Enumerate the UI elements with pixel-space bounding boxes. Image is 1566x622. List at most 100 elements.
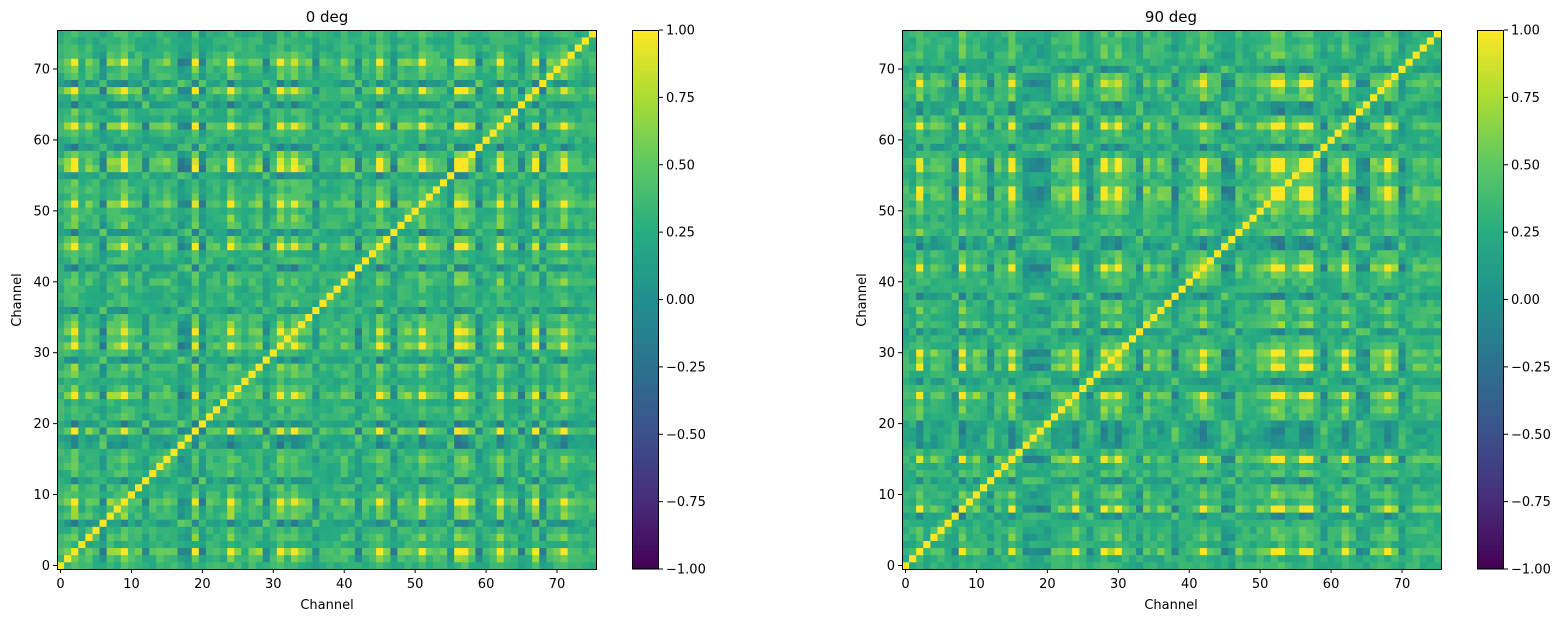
- heatmap-cell: [184, 526, 193, 534]
- heatmap-cell: [163, 384, 171, 393]
- heatmap-cell: [198, 100, 207, 109]
- heatmap-cell: [184, 306, 193, 315]
- heatmap-cell: [298, 108, 306, 116]
- heatmap-cell: [198, 505, 207, 513]
- heatmap-cell: [85, 363, 93, 371]
- heatmap-cell: [383, 115, 391, 123]
- heatmap-cell: [454, 207, 462, 215]
- heatmap-cell: [354, 405, 363, 414]
- heatmap-cell: [354, 490, 363, 499]
- heatmap-cell: [241, 264, 249, 272]
- heatmap-cell: [326, 490, 334, 499]
- heatmap-cell: [57, 306, 65, 315]
- heatmap-cell: [333, 540, 342, 549]
- heatmap-cell: [496, 469, 505, 478]
- heatmap-cell: [198, 483, 207, 492]
- heatmap-cell: [205, 490, 214, 499]
- heatmap-cell: [383, 519, 391, 527]
- heatmap-cell: [496, 441, 505, 449]
- heatmap-cell: [149, 420, 157, 428]
- heatmap-cell: [71, 334, 79, 343]
- heatmap-cell: [127, 306, 136, 315]
- heatmap-cell: [390, 498, 398, 506]
- heatmap-cell: [503, 412, 512, 421]
- heatmap-cell: [135, 554, 143, 563]
- heatmap-cell: [85, 249, 93, 258]
- heatmap-cell: [489, 526, 498, 534]
- heatmap-cell: [78, 512, 86, 520]
- heatmap-cell: [156, 462, 164, 471]
- heatmap-cell: [376, 334, 384, 343]
- heatmap-cell: [383, 285, 391, 293]
- heatmap-cell: [560, 498, 568, 506]
- heatmap-cell: [574, 384, 583, 393]
- heatmap-cell: [163, 271, 171, 279]
- heatmap-cell: [241, 129, 249, 137]
- heatmap-cell: [418, 115, 427, 123]
- heatmap-cell: [376, 356, 384, 364]
- heatmap-cell: [170, 299, 178, 307]
- heatmap-cell: [482, 193, 490, 201]
- heatmap-cell: [482, 256, 490, 265]
- heatmap-cell: [539, 391, 547, 400]
- heatmap-cell: [546, 249, 554, 258]
- heatmap-cell: [447, 178, 455, 187]
- heatmap-cell: [482, 356, 490, 364]
- heatmap-cell: [149, 455, 157, 463]
- heatmap-cell: [447, 115, 455, 123]
- heatmap-cell: [177, 455, 186, 463]
- heatmap-cell: [262, 108, 271, 116]
- heatmap-cell: [248, 554, 256, 563]
- heatmap-cell: [361, 228, 370, 237]
- heatmap-cell: [205, 200, 214, 208]
- heatmap-cell: [149, 292, 157, 300]
- heatmap-cell: [149, 526, 157, 534]
- heatmap-cell: [127, 150, 136, 159]
- heatmap-cell: [447, 455, 455, 463]
- heatmap-cell: [57, 115, 65, 123]
- heatmap-cell: [269, 363, 278, 371]
- heatmap-cell: [57, 356, 65, 364]
- heatmap-cell: [78, 178, 86, 187]
- heatmap-cell: [539, 384, 547, 393]
- heatmap-cell: [99, 498, 107, 506]
- heatmap-cell: [425, 228, 434, 237]
- heatmap-cell: [560, 405, 568, 414]
- heatmap-cell: [567, 171, 576, 180]
- heatmap-cell: [170, 384, 178, 393]
- heatmap-cell: [220, 519, 228, 527]
- heatmap-cell: [525, 320, 533, 329]
- heatmap-cell: [354, 533, 363, 541]
- heatmap-cell: [546, 214, 554, 222]
- heatmap-cell: [340, 306, 349, 315]
- heatmap-cell: [447, 391, 455, 400]
- heatmap-cell: [369, 384, 377, 393]
- heatmap-cell: [333, 427, 342, 435]
- heatmap-cell: [319, 306, 327, 315]
- heatmap-cell: [92, 313, 100, 322]
- heatmap-cell: [283, 462, 292, 471]
- heatmap-cell: [404, 164, 412, 173]
- heatmap-cell: [489, 334, 498, 343]
- heatmap-cell: [454, 370, 462, 378]
- heatmap-cell: [298, 412, 306, 421]
- heatmap-cell: [92, 448, 100, 456]
- heatmap-cell: [517, 398, 526, 407]
- heatmap-cell: [354, 462, 363, 471]
- heatmap-cell: [525, 271, 533, 279]
- heatmap-cell: [305, 299, 313, 307]
- heatmap-cell: [64, 342, 72, 350]
- heatmap-cell: [560, 398, 568, 407]
- heatmap-cell: [376, 540, 384, 549]
- heatmap-cell: [496, 214, 505, 222]
- heatmap-cell: [276, 136, 285, 144]
- heatmap-cell: [177, 420, 186, 428]
- heatmap-cell: [156, 356, 164, 364]
- heatmap-cell: [92, 186, 100, 194]
- heatmap-cell: [425, 455, 434, 463]
- heatmap-cell: [411, 299, 420, 307]
- heatmap-cell: [85, 405, 93, 414]
- heatmap-cell: [198, 469, 207, 478]
- heatmap-cell: [383, 150, 391, 159]
- heatmap-cell: [85, 178, 93, 187]
